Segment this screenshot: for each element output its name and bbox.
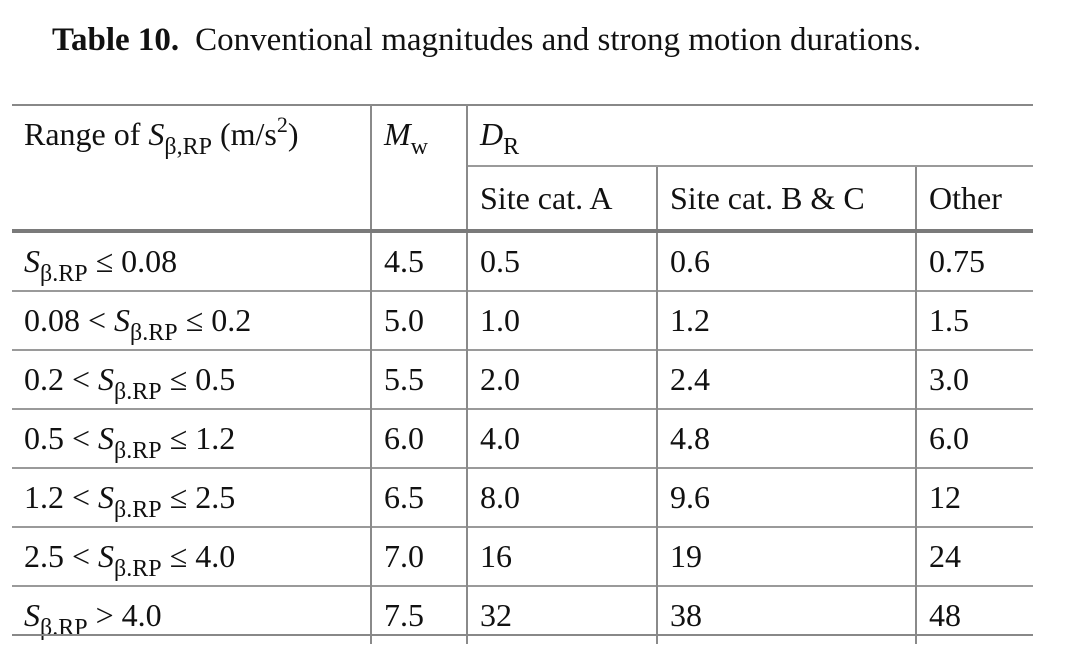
mw-cell: 6.5 <box>370 467 467 527</box>
site-bc-cell: 0.6 <box>656 229 916 291</box>
range-right: ≤ 0.2 <box>177 302 252 338</box>
header-mw-subscript: w <box>410 134 428 160</box>
site-a-cell: 16 <box>466 526 657 586</box>
table-bottom-rule <box>12 634 1033 636</box>
mw-cell: 6.0 <box>370 408 467 468</box>
header-range-symbol: S <box>148 116 165 152</box>
table-row: 1.2 < Sβ.RP ≤ 2.5 6.5 8.0 9.6 12 <box>12 467 1033 527</box>
site-bc-cell: 4.8 <box>656 408 916 468</box>
range-right: > 4.0 <box>87 597 162 633</box>
header-range-unit-close: ) <box>287 116 299 152</box>
range-left: 0.2 < <box>24 361 99 397</box>
range-subscript: β.RP <box>130 320 178 346</box>
range-subscript: β.RP <box>114 497 162 523</box>
range-right: ≤ 0.08 <box>87 243 178 279</box>
range-cell: 1.2 < Sβ.RP ≤ 2.5 <box>12 467 371 527</box>
mw-cell: 7.0 <box>370 526 467 586</box>
other-cell: 1.5 <box>915 290 1033 350</box>
header-range-unit-open: (m/s <box>211 116 277 152</box>
range-symbol: S <box>24 597 40 633</box>
header-dr: DR <box>466 104 1033 166</box>
header-site-cat-bc: Site cat. B & C <box>656 165 916 231</box>
range-left: 1.2 < <box>24 479 99 515</box>
range-cell: 2.5 < Sβ.RP ≤ 4.0 <box>12 526 371 586</box>
table-caption: Table 10. Conventional magnitudes and str… <box>52 22 921 59</box>
range-left: 0.08 < <box>24 302 115 338</box>
table-row: 0.2 < Sβ.RP ≤ 0.5 5.5 2.0 2.4 3.0 <box>12 349 1033 409</box>
range-left: 2.5 < <box>24 538 99 574</box>
other-cell: 12 <box>915 467 1033 527</box>
table-row: 0.5 < Sβ.RP ≤ 1.2 6.0 4.0 4.8 6.0 <box>12 408 1033 468</box>
header-range-subscript: β,RP <box>164 134 212 160</box>
table-row: Sβ.RP ≤ 0.08 4.5 0.5 0.6 0.75 <box>12 229 1033 291</box>
range-right: ≤ 1.2 <box>161 420 236 456</box>
header-other: Other <box>915 165 1033 231</box>
table-row: 0.08 < Sβ.RP ≤ 0.2 5.0 1.0 1.2 1.5 <box>12 290 1033 350</box>
other-cell: 6.0 <box>915 408 1033 468</box>
range-cell: 0.2 < Sβ.RP ≤ 0.5 <box>12 349 371 409</box>
header-site-cat-a: Site cat. A <box>466 165 657 231</box>
mw-cell: 5.0 <box>370 290 467 350</box>
site-a-cell: 8.0 <box>466 467 657 527</box>
header-dr-symbol: D <box>480 116 504 152</box>
range-cell: Sβ.RP ≤ 0.08 <box>12 229 371 291</box>
range-right: ≤ 2.5 <box>161 479 236 515</box>
table-number: Table 10. <box>52 22 180 58</box>
range-subscript: β.RP <box>114 438 162 464</box>
site-a-cell: 4.0 <box>466 408 657 468</box>
range-subscript: β.RP <box>114 556 162 582</box>
header-range-prefix: Range of <box>24 116 149 152</box>
range-cell: 0.08 < Sβ.RP ≤ 0.2 <box>12 290 371 350</box>
table-title: Conventional magnitudes and strong motio… <box>195 22 922 58</box>
header-range: Range of Sβ,RP (m/s2) <box>12 104 371 231</box>
durations-table: Range of Sβ,RP (m/s2) Mw DR Site cat. A … <box>12 104 1033 644</box>
site-bc-cell: 2.4 <box>656 349 916 409</box>
range-right: ≤ 0.5 <box>161 361 236 397</box>
site-bc-cell: 19 <box>656 526 916 586</box>
range-symbol: S <box>98 479 115 515</box>
range-symbol: S <box>98 538 115 574</box>
site-bc-cell: 9.6 <box>656 467 916 527</box>
range-symbol: S <box>24 243 40 279</box>
header-mw-symbol: M <box>384 116 411 152</box>
range-symbol: S <box>98 420 115 456</box>
site-a-cell: 1.0 <box>466 290 657 350</box>
range-symbol: S <box>114 302 131 338</box>
other-cell: 3.0 <box>915 349 1033 409</box>
other-cell: 24 <box>915 526 1033 586</box>
header-range-unit-sup: 2 <box>276 112 288 137</box>
table-row: 2.5 < Sβ.RP ≤ 4.0 7.0 16 19 24 <box>12 526 1033 586</box>
range-subscript: β.RP <box>40 261 88 287</box>
range-right: ≤ 4.0 <box>161 538 236 574</box>
range-cell: 0.5 < Sβ.RP ≤ 1.2 <box>12 408 371 468</box>
other-cell: 0.75 <box>915 229 1033 291</box>
site-a-cell: 0.5 <box>466 229 657 291</box>
site-a-cell: 2.0 <box>466 349 657 409</box>
mw-cell: 4.5 <box>370 229 467 291</box>
range-subscript: β.RP <box>114 379 162 405</box>
range-left: 0.5 < <box>24 420 99 456</box>
site-bc-cell: 1.2 <box>656 290 916 350</box>
header-dr-subscript: R <box>503 134 520 160</box>
header-mw: Mw <box>370 104 467 231</box>
range-symbol: S <box>98 361 115 397</box>
range-subscript: β.RP <box>40 615 88 641</box>
mw-cell: 5.5 <box>370 349 467 409</box>
